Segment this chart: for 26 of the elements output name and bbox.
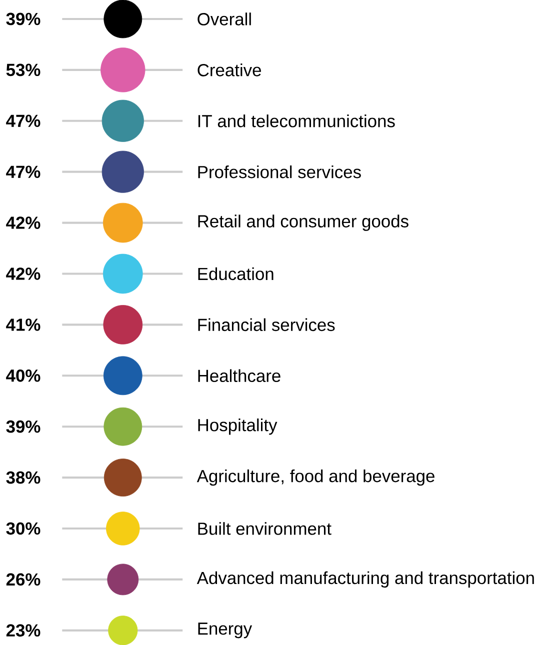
data-label: 38% xyxy=(6,471,40,484)
data-label: 47% xyxy=(6,166,40,178)
category-label: Financial services xyxy=(198,318,335,332)
data-label: 42% xyxy=(6,216,40,229)
category-label: Healthcare xyxy=(198,369,280,382)
data-label: 47% xyxy=(6,114,40,128)
data-label: 39% xyxy=(6,420,40,433)
category-label: Built environment xyxy=(198,522,332,535)
data-label: 42% xyxy=(6,268,40,280)
data-label: 53% xyxy=(6,64,40,76)
category-label: Hospitality xyxy=(198,418,278,435)
category-label: Retail and consumer goods xyxy=(198,214,408,231)
data-label: 26% xyxy=(6,573,40,586)
data-label: 41% xyxy=(6,318,40,331)
data-label: 40% xyxy=(6,369,40,382)
category-label: Overall xyxy=(198,12,251,26)
category-label: IT and telecommunictions xyxy=(198,114,395,128)
data-label: 30% xyxy=(6,522,40,535)
category-label: Advanced manufacturing and transportation xyxy=(196,571,534,588)
category-label: Energy xyxy=(198,622,252,638)
category-label: Creative xyxy=(198,64,262,76)
category-label: Education xyxy=(198,267,274,280)
category-label: Agriculture, food and beverage xyxy=(196,469,434,486)
category-label: Professional services xyxy=(198,165,361,178)
data-label: 23% xyxy=(6,624,40,637)
data-label: 39% xyxy=(6,12,40,26)
